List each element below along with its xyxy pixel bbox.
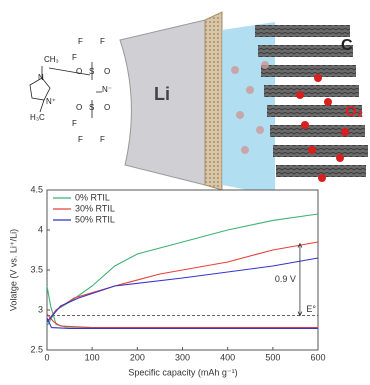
x-tick-label: 600	[310, 352, 325, 362]
chem-label: S	[89, 103, 94, 112]
chem-label: N⁻	[102, 85, 112, 94]
annotation-label: 0.9 V	[275, 274, 296, 284]
li-label: Li	[154, 84, 170, 104]
chem-label: O	[104, 103, 110, 112]
chemical-structure	[29, 62, 102, 118]
chem-label: N	[38, 73, 44, 82]
chem-label: S	[89, 67, 94, 76]
chem-label: O	[104, 67, 110, 76]
y-tick-label: 3.5	[30, 264, 43, 274]
y-axis-label: Volatge (V vs. Li⁺/Li)	[8, 229, 18, 311]
y-tick-label: 4	[38, 224, 43, 234]
legend-label: 0% RTIL	[75, 192, 110, 202]
chem-label: N⁺	[46, 97, 56, 106]
chem-label: F	[100, 37, 105, 46]
chem-label: O	[76, 103, 82, 112]
chart: Specific capacity (mAh g⁻¹) Volatge (V v…	[8, 184, 325, 377]
arrow-head	[297, 242, 303, 317]
legend-label: 50% RTIL	[75, 214, 115, 224]
x-tick-label: 500	[265, 352, 280, 362]
chem-label: F	[72, 53, 77, 62]
legend-label: 30% RTIL	[75, 203, 115, 213]
illustration: Li C O₂ CH₃ N N⁺ H₃C	[29, 11, 368, 195]
oxygen-label: O₂	[345, 103, 363, 120]
x-tick-label: 200	[130, 352, 145, 362]
x-tick-label: 400	[220, 352, 235, 362]
chem-label: F	[100, 135, 105, 144]
y-tick-label: 3	[38, 304, 43, 314]
chem-label: F	[72, 119, 77, 128]
chem-label: CH₃	[44, 55, 59, 64]
chem-label: F	[78, 37, 83, 46]
chem-label: F	[78, 135, 83, 144]
x-tick-label: 100	[85, 352, 100, 362]
x-tick-label: 0	[44, 352, 49, 362]
x-axis-label: Specific capacity (mAh g⁻¹)	[128, 367, 237, 377]
series-line	[46, 257, 319, 329]
chem-label: O	[76, 67, 82, 76]
annotation-label: E°	[306, 304, 316, 314]
y-tick-label: 2.5	[30, 344, 43, 354]
electrolyte-particles	[231, 61, 269, 154]
carbon-cathode	[255, 25, 368, 182]
li-electrode	[119, 19, 206, 186]
separator	[204, 11, 223, 191]
chem-label: H₃C	[30, 113, 45, 122]
y-tick-label: 4.5	[30, 184, 43, 194]
x-tick-label: 300	[175, 352, 190, 362]
carbon-label: C	[341, 37, 353, 54]
